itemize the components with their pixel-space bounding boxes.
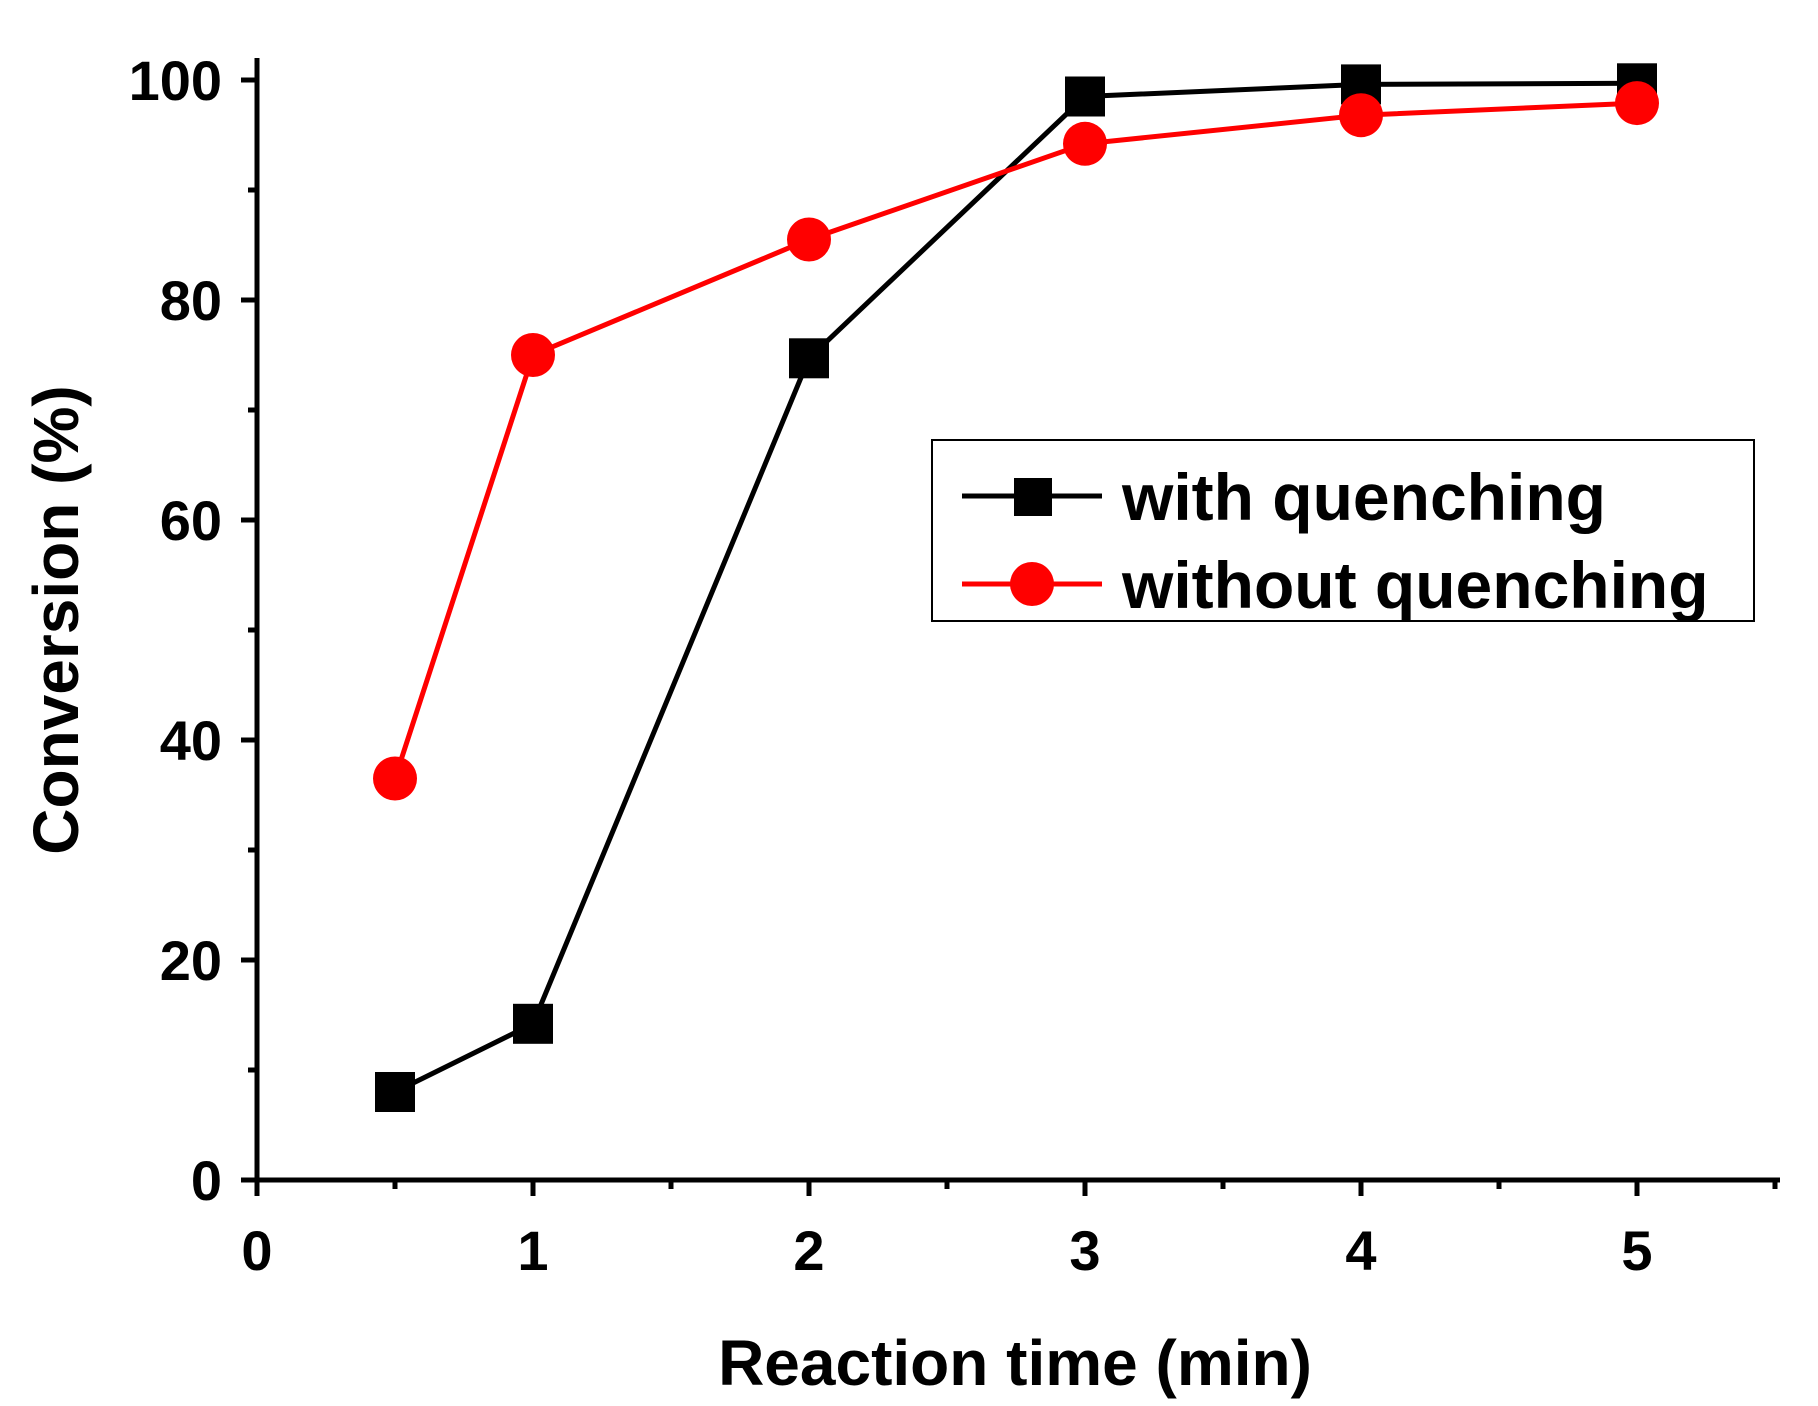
x-tick-label: 5 [1621,1219,1652,1282]
series-line-without-quenching [392,100,1638,780]
legend-marker-without-quenching [1010,562,1054,606]
data-point-without-quenching [1063,121,1107,166]
data-point-with-quenching [513,1003,553,1044]
y-tick-label: 60 [160,489,222,552]
legend-box [931,439,1755,622]
x-tick-label: 2 [793,1219,824,1282]
series-line-with-quenching [393,80,1638,1095]
x-tick-label: 1 [517,1219,548,1282]
y-tick-label: 0 [191,1149,222,1212]
y-axis-title: Conversion (%) [20,385,92,854]
data-point-with-quenching [789,338,829,379]
axis-ticks: 0 1 2 3 4 5 0 20 40 60 80 100 [129,49,1778,1282]
x-tick-label: 0 [241,1219,272,1282]
y-tick-label: 20 [160,929,222,992]
x-tick-label: 4 [1345,1219,1376,1282]
legend-marker-with-quenching [1014,478,1052,516]
x-axis-title: Reaction time (min) [718,1327,1312,1399]
data-point-without-quenching [373,756,417,801]
y-tick-label: 100 [129,49,222,112]
y-tick-label: 80 [160,269,222,332]
legend-label-without-quenching: without quenching [1121,548,1709,622]
axes [254,58,1780,1183]
x-tick-label: 3 [1069,1219,1100,1282]
data-point-without-quenching [1615,81,1659,126]
data-point-with-quenching [375,1072,415,1112]
data-point-without-quenching [787,217,831,262]
data-point-without-quenching [1339,93,1383,138]
legend: with quenching without quenching [931,439,1755,622]
data-point-without-quenching [511,333,555,377]
data-point-with-quenching [1065,76,1105,117]
data-series [373,63,1659,1112]
y-tick-label: 40 [160,709,222,772]
legend-label-with-quenching: with quenching [1121,460,1606,534]
